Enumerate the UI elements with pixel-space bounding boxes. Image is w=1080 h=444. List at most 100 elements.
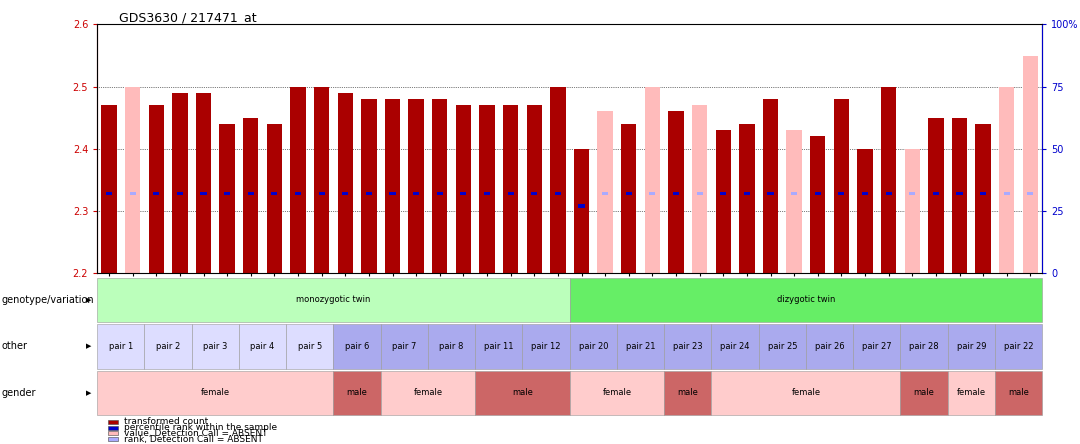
Text: pair 5: pair 5 [298,342,322,351]
Bar [408,99,423,273]
Bar [602,192,608,195]
Text: monozygotic twin: monozygotic twin [296,295,370,304]
Text: female: female [414,388,443,397]
Text: pair 21: pair 21 [625,342,656,351]
Bar [384,99,401,273]
Bar [862,192,868,195]
Bar [881,87,896,273]
Bar [768,192,773,195]
Bar [243,118,258,273]
Text: gender: gender [1,388,36,398]
Bar [645,87,660,273]
Bar [319,192,325,195]
Text: male: male [512,388,532,397]
Bar [834,99,849,273]
Bar [669,111,684,273]
Bar [366,192,372,195]
Bar [219,124,234,273]
Bar [649,192,656,195]
Bar [195,93,212,273]
Bar [436,192,443,195]
Bar [361,99,377,273]
Bar [153,192,160,195]
Bar [531,192,538,195]
Bar [573,149,590,273]
Bar [786,130,801,273]
Bar [597,111,612,273]
Text: GDS3630 / 217471_at: GDS3630 / 217471_at [119,11,256,24]
Bar [579,204,584,208]
Text: transformed count: transformed count [124,417,208,426]
Bar [909,192,916,195]
Bar [814,192,821,195]
Text: pair 2: pair 2 [156,342,180,351]
Text: female: female [957,388,986,397]
Bar [1003,192,1010,195]
Text: pair 12: pair 12 [531,342,561,351]
Bar [550,87,566,273]
Bar [791,192,797,195]
Text: pair 4: pair 4 [251,342,274,351]
Bar [503,105,518,273]
Text: percentile rank within the sample: percentile rank within the sample [124,423,278,432]
Bar [999,87,1014,273]
Text: other: other [1,341,27,351]
Text: pair 23: pair 23 [673,342,703,351]
Text: ▶: ▶ [86,390,91,396]
Bar [858,149,873,273]
Bar [295,192,301,195]
Bar [951,118,968,273]
Text: pair 6: pair 6 [345,342,369,351]
Bar [314,87,329,273]
Bar [933,192,939,195]
Bar [460,192,467,195]
Bar [621,124,636,273]
Bar [1023,56,1038,273]
Text: pair 20: pair 20 [579,342,608,351]
Bar [739,124,755,273]
Text: female: female [603,388,632,397]
Bar [527,105,542,273]
Bar [625,192,632,195]
Text: female: female [792,388,821,397]
Bar [810,136,825,273]
Bar [390,192,395,195]
Text: pair 27: pair 27 [862,342,892,351]
Text: value, Detection Call = ABSENT: value, Detection Call = ABSENT [124,429,268,438]
Bar [432,99,447,273]
Text: rank, Detection Call = ABSENT: rank, Detection Call = ABSENT [124,435,264,444]
Text: ▶: ▶ [86,343,91,349]
Text: dizygotic twin: dizygotic twin [777,295,835,304]
Text: pair 26: pair 26 [814,342,845,351]
Bar [838,192,845,195]
Text: pair 22: pair 22 [1003,342,1034,351]
Bar [149,105,164,273]
Text: pair 29: pair 29 [957,342,986,351]
Bar [484,192,490,195]
Bar [980,192,986,195]
Text: pair 28: pair 28 [909,342,939,351]
Text: ▶: ▶ [86,297,91,303]
Bar [267,124,282,273]
Text: female: female [201,388,230,397]
Bar [177,192,183,195]
Text: pair 25: pair 25 [768,342,797,351]
Text: male: male [914,388,934,397]
Bar [342,192,349,195]
Bar [291,87,306,273]
Text: pair 7: pair 7 [392,342,417,351]
Bar [172,93,188,273]
Bar [508,192,514,195]
Bar [762,99,779,273]
Bar [480,105,495,273]
Text: male: male [347,388,367,397]
Bar [744,192,750,195]
Bar [716,130,731,273]
Bar [1027,192,1034,195]
Bar [130,192,136,195]
Bar [201,192,206,195]
Text: male: male [1008,388,1029,397]
Bar [905,149,920,273]
Text: pair 8: pair 8 [440,342,463,351]
Bar [975,124,990,273]
